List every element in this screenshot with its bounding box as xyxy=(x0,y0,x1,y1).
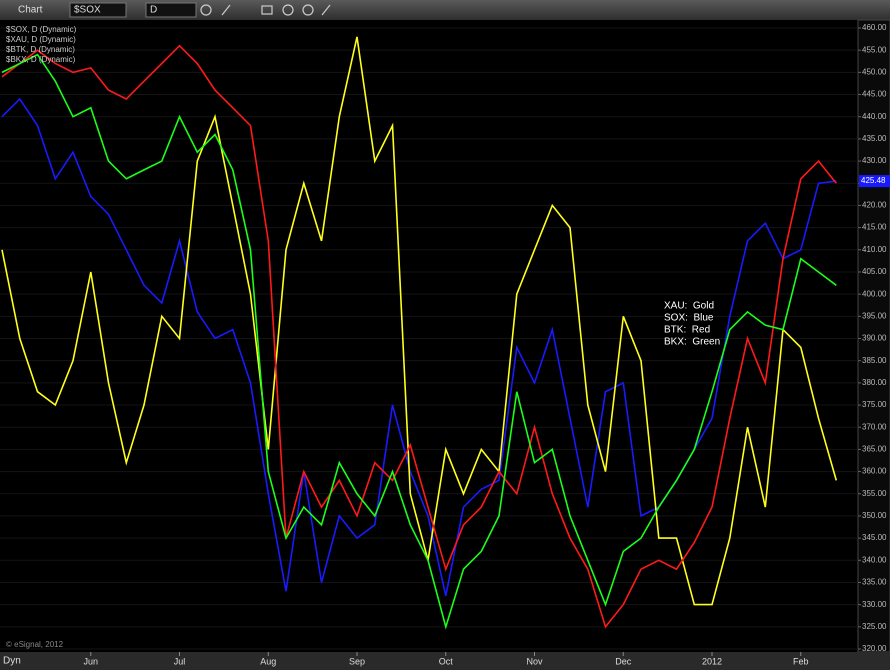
y-tick-label: 390.00 xyxy=(862,334,887,343)
mode-label[interactable]: Dyn xyxy=(3,656,21,667)
y-tick-label: 335.00 xyxy=(862,578,887,587)
y-tick-label: 445.00 xyxy=(862,90,887,99)
x-tick-label: Jul xyxy=(174,656,186,666)
x-tick-label: Jun xyxy=(83,656,98,666)
y-tick-label: 435.00 xyxy=(862,134,887,143)
toolbar-icons[interactable] xyxy=(200,4,331,16)
y-tick-label: 350.00 xyxy=(862,511,887,520)
series-line xyxy=(1,53,837,630)
y-tick-label: 440.00 xyxy=(862,112,887,121)
plot-area xyxy=(0,20,858,652)
legend-entry: $BKX, D (Dynamic) xyxy=(6,55,76,64)
series-line xyxy=(1,44,837,629)
x-tick-label: Dec xyxy=(615,656,632,666)
x-tick-label: Oct xyxy=(439,656,454,666)
last-value-box xyxy=(859,175,890,188)
lines xyxy=(1,36,838,630)
interval[interactable]: D xyxy=(150,5,157,16)
y-tick-label: 365.00 xyxy=(862,445,887,454)
annotation: XAU: Gold xyxy=(664,301,714,312)
y-tick-label: 320.00 xyxy=(862,644,887,653)
y-tick-label: 360.00 xyxy=(862,467,887,476)
y-tick-label: 430.00 xyxy=(862,156,887,165)
x-tick-label: Nov xyxy=(526,656,543,666)
y-tick-label: 380.00 xyxy=(862,378,887,387)
legend-entry: $BTK, D (Dynamic) xyxy=(6,45,75,54)
interval-box[interactable] xyxy=(145,2,197,18)
symbol-box[interactable] xyxy=(69,2,127,18)
y-tick-label: 400.00 xyxy=(862,289,887,298)
annotation: BTK: Red xyxy=(664,325,710,336)
y-tick-label: 395.00 xyxy=(862,311,887,320)
symbol[interactable]: $SOX xyxy=(74,5,101,16)
y-tick-label: 345.00 xyxy=(862,533,887,542)
y-tick-label: 450.00 xyxy=(862,67,887,76)
y-tick-label: 460.00 xyxy=(862,23,887,32)
y-tick-label: 375.00 xyxy=(862,400,887,409)
legend-entry: $SOX, D (Dynamic) xyxy=(6,25,77,34)
y-tick-label: 415.00 xyxy=(862,223,887,232)
series-line xyxy=(1,97,837,596)
toolbar xyxy=(0,0,890,20)
labels: 320.00 325.00 330.00 335.00 340.00 345.00 350.… xyxy=(6,23,890,666)
y-tick-label: 340.00 xyxy=(862,555,887,564)
y-tick-label: 370.00 xyxy=(862,422,887,431)
y-tick-label: 410.00 xyxy=(862,245,887,254)
x-tick-label: Sep xyxy=(349,656,365,666)
legend-entry: $XAU, D (Dynamic) xyxy=(6,35,76,44)
x-axis-area xyxy=(0,652,890,670)
copyright: © eSignal, 2012 xyxy=(6,640,64,649)
x-tick-label: Feb xyxy=(793,656,809,666)
window-title: Chart xyxy=(18,5,43,16)
x-tick-label: 2012 xyxy=(702,656,722,666)
y-tick-label: 420.00 xyxy=(862,201,887,210)
y-tick-label: 405.00 xyxy=(862,267,887,276)
y-tick-label: 355.00 xyxy=(862,489,887,498)
y-tick-label: 455.00 xyxy=(862,45,887,54)
x-tick-label: Aug xyxy=(260,656,276,666)
last-value-label: 425.48 xyxy=(861,176,886,185)
y-tick-label: 325.00 xyxy=(862,622,887,631)
series-line xyxy=(1,36,838,606)
y-tick-label: 385.00 xyxy=(862,356,887,365)
annotation: SOX: Blue xyxy=(664,313,714,324)
y-tick-label: 330.00 xyxy=(862,600,887,609)
annotation: BKX: Green xyxy=(664,337,720,348)
